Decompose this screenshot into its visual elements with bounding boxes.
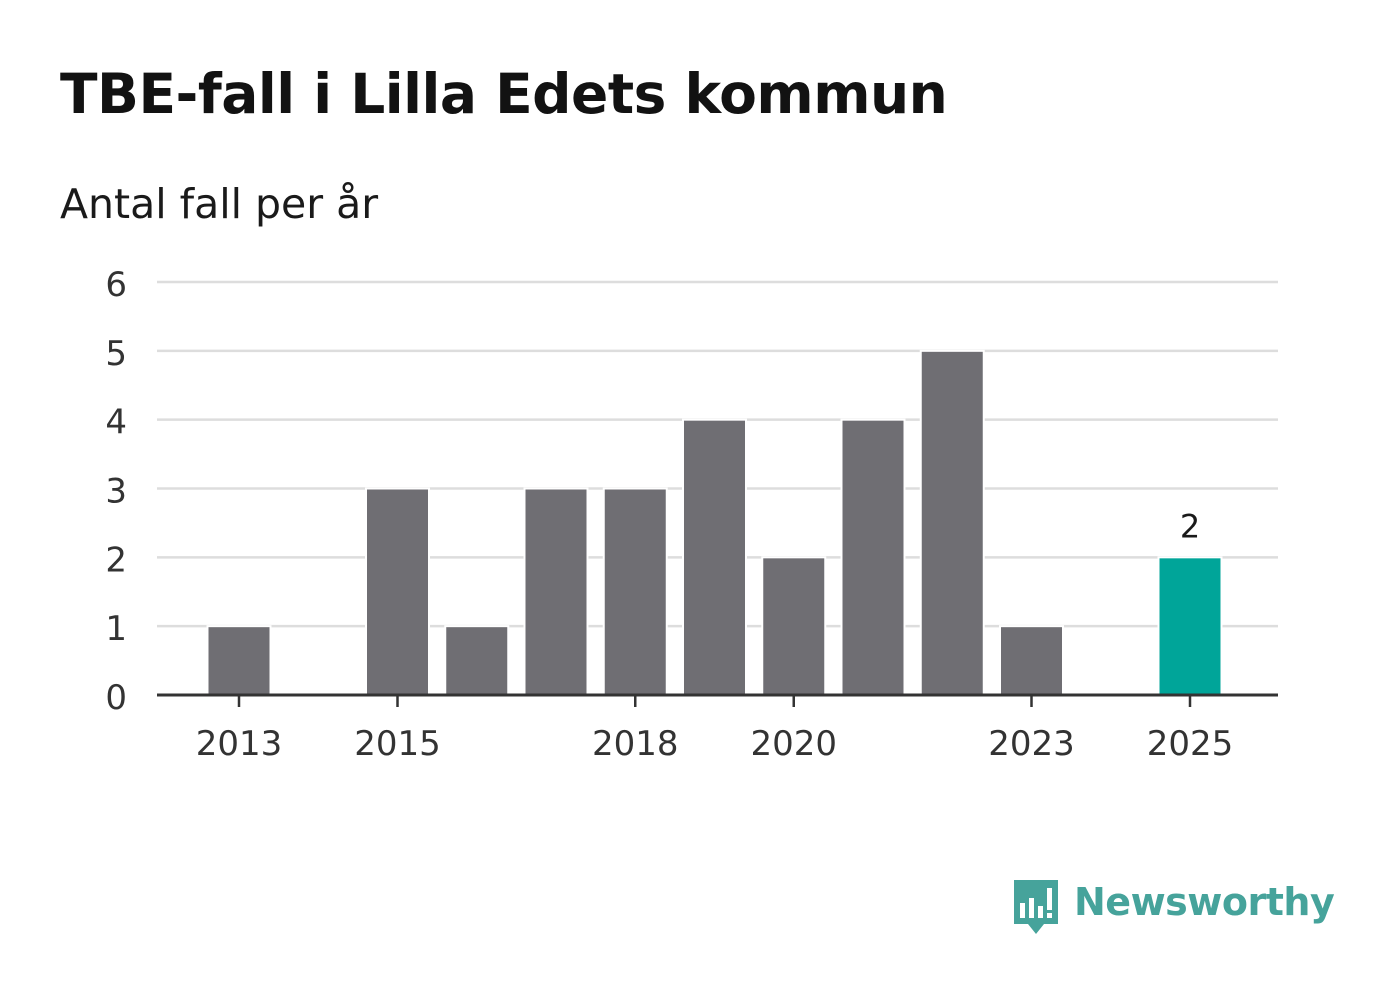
newsworthy-logo: Newsworthy: [1010, 876, 1335, 938]
x-axis: [157, 693, 1278, 707]
chart-title: TBE-fall i Lilla Edets kommun: [60, 62, 948, 126]
y-tick-label: 5: [105, 334, 127, 374]
y-tick-label: 3: [105, 472, 127, 512]
x-tick-label: 2015: [354, 724, 441, 764]
bar-2021: [840, 418, 906, 696]
x-tick-label: 2023: [988, 724, 1075, 764]
y-tick-label: 4: [105, 403, 127, 443]
bar-2020: [761, 556, 827, 696]
bar-2025: [1157, 556, 1223, 696]
bar-2023: [999, 625, 1064, 697]
data-label-2025: 2: [1180, 507, 1200, 545]
chart-subtitle: Antal fall per år: [60, 180, 379, 228]
newsworthy-chart-bubble-icon: [1014, 880, 1058, 934]
bar-2018: [602, 487, 668, 696]
x-tick-label: 2018: [592, 724, 679, 764]
y-tick-label: 1: [105, 609, 127, 649]
bar-2022: [919, 349, 985, 696]
x-tick-label: 2013: [196, 724, 283, 764]
x-tick-label: 2020: [750, 724, 837, 764]
bars: [206, 349, 1223, 697]
bar-2017: [523, 487, 589, 696]
tick-labels: 0 1 2 3 4 5 6 2 2013 2015 2018 2020 2023 2025: [105, 265, 1233, 764]
bar-2015: [365, 487, 430, 696]
x-tick-label: 2025: [1147, 724, 1234, 764]
bar-2019: [682, 418, 747, 696]
y-tick-label: 0: [105, 678, 127, 718]
bar-2013: [206, 625, 272, 697]
bar-2016: [444, 625, 510, 697]
brand-name: Newsworthy: [1074, 880, 1335, 924]
y-tick-label: 2: [105, 540, 127, 580]
y-tick-label: 6: [105, 265, 127, 305]
